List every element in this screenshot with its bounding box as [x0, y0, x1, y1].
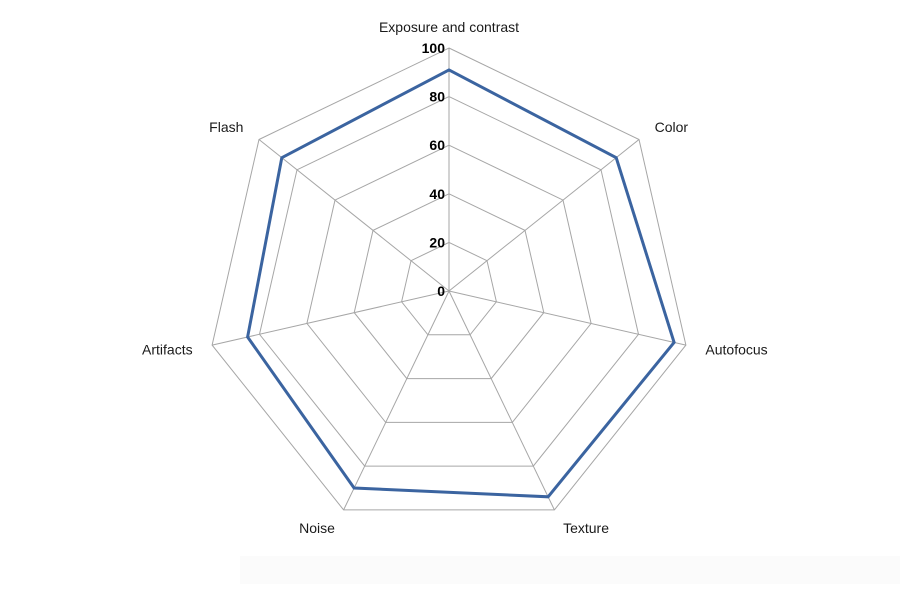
axis-label-artifacts: Artifacts: [142, 342, 193, 358]
grid-ring-3: [306, 144, 592, 423]
grid-ring-5: [211, 47, 687, 511]
tick-label-layer: 0 20 40 60 80 100: [422, 40, 446, 299]
background-band: [240, 556, 900, 584]
tick-label-0: 0: [437, 283, 445, 299]
spoke-texture: [448, 290, 555, 511]
spoke-noise: [343, 290, 450, 511]
axis-label-layer: Exposure and contrast Color Autofocus Textu…: [142, 19, 768, 536]
grid-layer: [211, 47, 687, 511]
tick-label-20: 20: [429, 234, 445, 250]
spoke-flash: [258, 139, 450, 292]
axis-label-exposure-and-contrast: Exposure and contrast: [379, 19, 519, 35]
tick-label-40: 40: [429, 186, 445, 202]
series-layer: [246, 68, 676, 499]
tick-label-80: 80: [429, 89, 445, 105]
spoke-layer: [211, 48, 687, 511]
axis-label-flash: Flash: [209, 119, 243, 135]
tick-label-60: 60: [429, 137, 445, 153]
grid-ring-2: [353, 193, 545, 380]
series-line-0: [246, 68, 676, 499]
axis-label-color: Color: [655, 119, 689, 135]
spoke-autofocus: [448, 290, 687, 346]
axis-label-texture: Texture: [563, 520, 609, 536]
tick-label-100: 100: [422, 40, 446, 56]
spoke-artifacts: [211, 290, 450, 346]
axis-label-autofocus: Autofocus: [705, 342, 767, 358]
grid-ring-1: [401, 241, 497, 336]
axis-label-noise: Noise: [299, 520, 335, 536]
grid-ring-4: [258, 96, 640, 467]
spoke-color: [448, 139, 640, 292]
